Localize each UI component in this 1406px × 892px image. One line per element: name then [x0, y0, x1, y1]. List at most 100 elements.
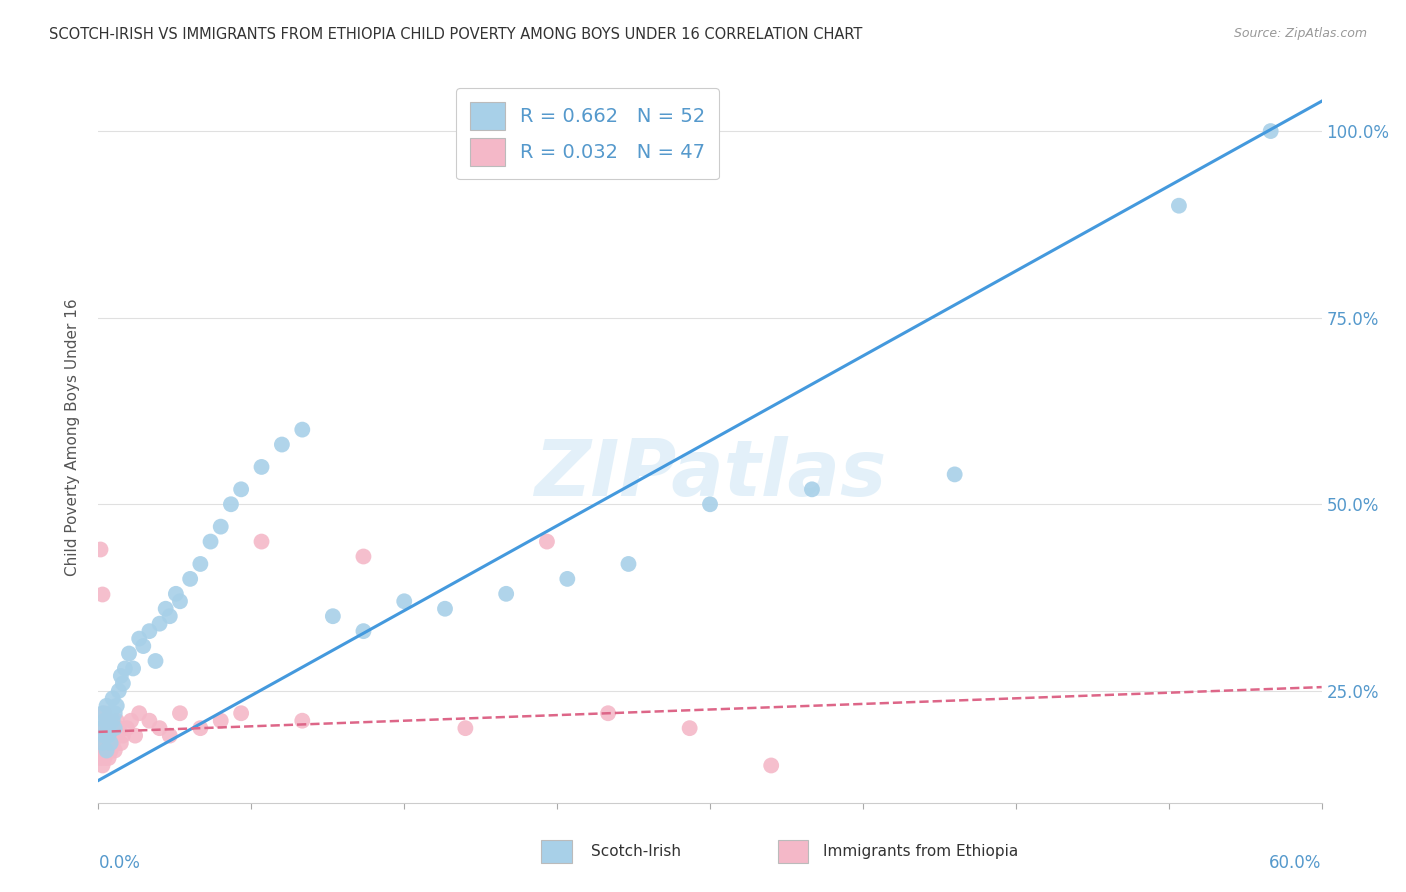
Point: [120, 714, 142, 728]
Point: [104, 721, 127, 735]
Point: [104, 729, 127, 743]
Point: [155, 601, 177, 615]
Point: [124, 729, 146, 743]
Point: [128, 706, 150, 721]
Point: [699, 497, 721, 511]
Point: [159, 729, 181, 743]
Point: [188, 557, 212, 571]
Point: [96, 743, 118, 757]
Point: [108, 721, 131, 735]
Point: [149, 721, 172, 735]
Point: [93, 743, 115, 757]
Point: [322, 609, 344, 624]
Point: [96, 698, 118, 713]
Point: [100, 706, 122, 721]
Point: [89, 721, 111, 735]
Point: [495, 587, 517, 601]
Point: [291, 714, 314, 728]
Point: [128, 632, 150, 646]
Point: [761, 758, 783, 772]
Point: [108, 683, 131, 698]
Text: 0.0%: 0.0%: [98, 854, 141, 872]
Point: [209, 714, 232, 728]
Point: [159, 609, 181, 624]
Point: [617, 557, 640, 571]
Point: [93, 706, 115, 721]
Point: [1167, 199, 1189, 213]
Point: [89, 542, 111, 557]
Point: [91, 729, 114, 743]
Point: [352, 624, 374, 639]
Point: [250, 534, 273, 549]
Point: [97, 729, 120, 743]
Point: [149, 616, 172, 631]
Point: [115, 721, 138, 735]
Point: [89, 743, 111, 757]
Legend: R = 0.662   N = 52, R = 0.032   N = 47: R = 0.662 N = 52, R = 0.032 N = 47: [456, 88, 720, 179]
Point: [96, 714, 118, 728]
Text: 60.0%: 60.0%: [1270, 854, 1322, 872]
Point: [100, 729, 122, 743]
Point: [104, 706, 127, 721]
Point: [105, 698, 128, 713]
Point: [165, 587, 187, 601]
Point: [209, 519, 232, 533]
Point: [138, 624, 160, 639]
Point: [101, 736, 124, 750]
Text: Scotch-Irish: Scotch-Irish: [591, 845, 681, 859]
Point: [91, 706, 114, 721]
Point: [105, 714, 128, 728]
Text: SCOTCH-IRISH VS IMMIGRANTS FROM ETHIOPIA CHILD POVERTY AMONG BOYS UNDER 16 CORRE: SCOTCH-IRISH VS IMMIGRANTS FROM ETHIOPIA…: [49, 27, 863, 42]
Point: [188, 721, 212, 735]
Point: [200, 534, 222, 549]
Point: [91, 587, 114, 601]
Point: [93, 751, 115, 765]
Point: [598, 706, 620, 721]
Point: [250, 459, 273, 474]
Point: [89, 751, 111, 765]
Point: [138, 714, 160, 728]
Point: [801, 483, 824, 497]
Point: [434, 601, 457, 615]
Point: [231, 706, 253, 721]
Point: [169, 706, 191, 721]
Point: [270, 437, 294, 451]
Point: [145, 654, 167, 668]
Point: [91, 736, 114, 750]
Text: Source: ZipAtlas.com: Source: ZipAtlas.com: [1233, 27, 1367, 40]
Point: [352, 549, 374, 564]
Point: [96, 736, 118, 750]
Point: [943, 467, 966, 482]
Point: [291, 423, 314, 437]
Point: [110, 736, 132, 750]
Point: [91, 736, 114, 750]
Point: [89, 736, 111, 750]
Point: [93, 729, 115, 743]
Point: [118, 647, 141, 661]
Point: [111, 676, 134, 690]
Point: [101, 691, 124, 706]
Point: [111, 729, 134, 743]
Point: [97, 751, 120, 765]
Point: [219, 497, 242, 511]
Point: [122, 661, 145, 675]
Point: [97, 721, 120, 735]
Point: [97, 721, 120, 735]
Point: [1260, 124, 1282, 138]
Point: [105, 729, 128, 743]
Point: [91, 758, 114, 772]
Point: [392, 594, 416, 608]
Point: [114, 661, 136, 675]
Point: [101, 714, 124, 728]
Text: Immigrants from Ethiopia: Immigrants from Ethiopia: [823, 845, 1018, 859]
Point: [100, 743, 122, 757]
Point: [454, 721, 477, 735]
Point: [93, 714, 115, 728]
Point: [536, 534, 558, 549]
Point: [231, 483, 253, 497]
Point: [132, 639, 155, 653]
Point: [91, 721, 114, 735]
Point: [100, 736, 122, 750]
Point: [179, 572, 201, 586]
Point: [101, 721, 124, 735]
